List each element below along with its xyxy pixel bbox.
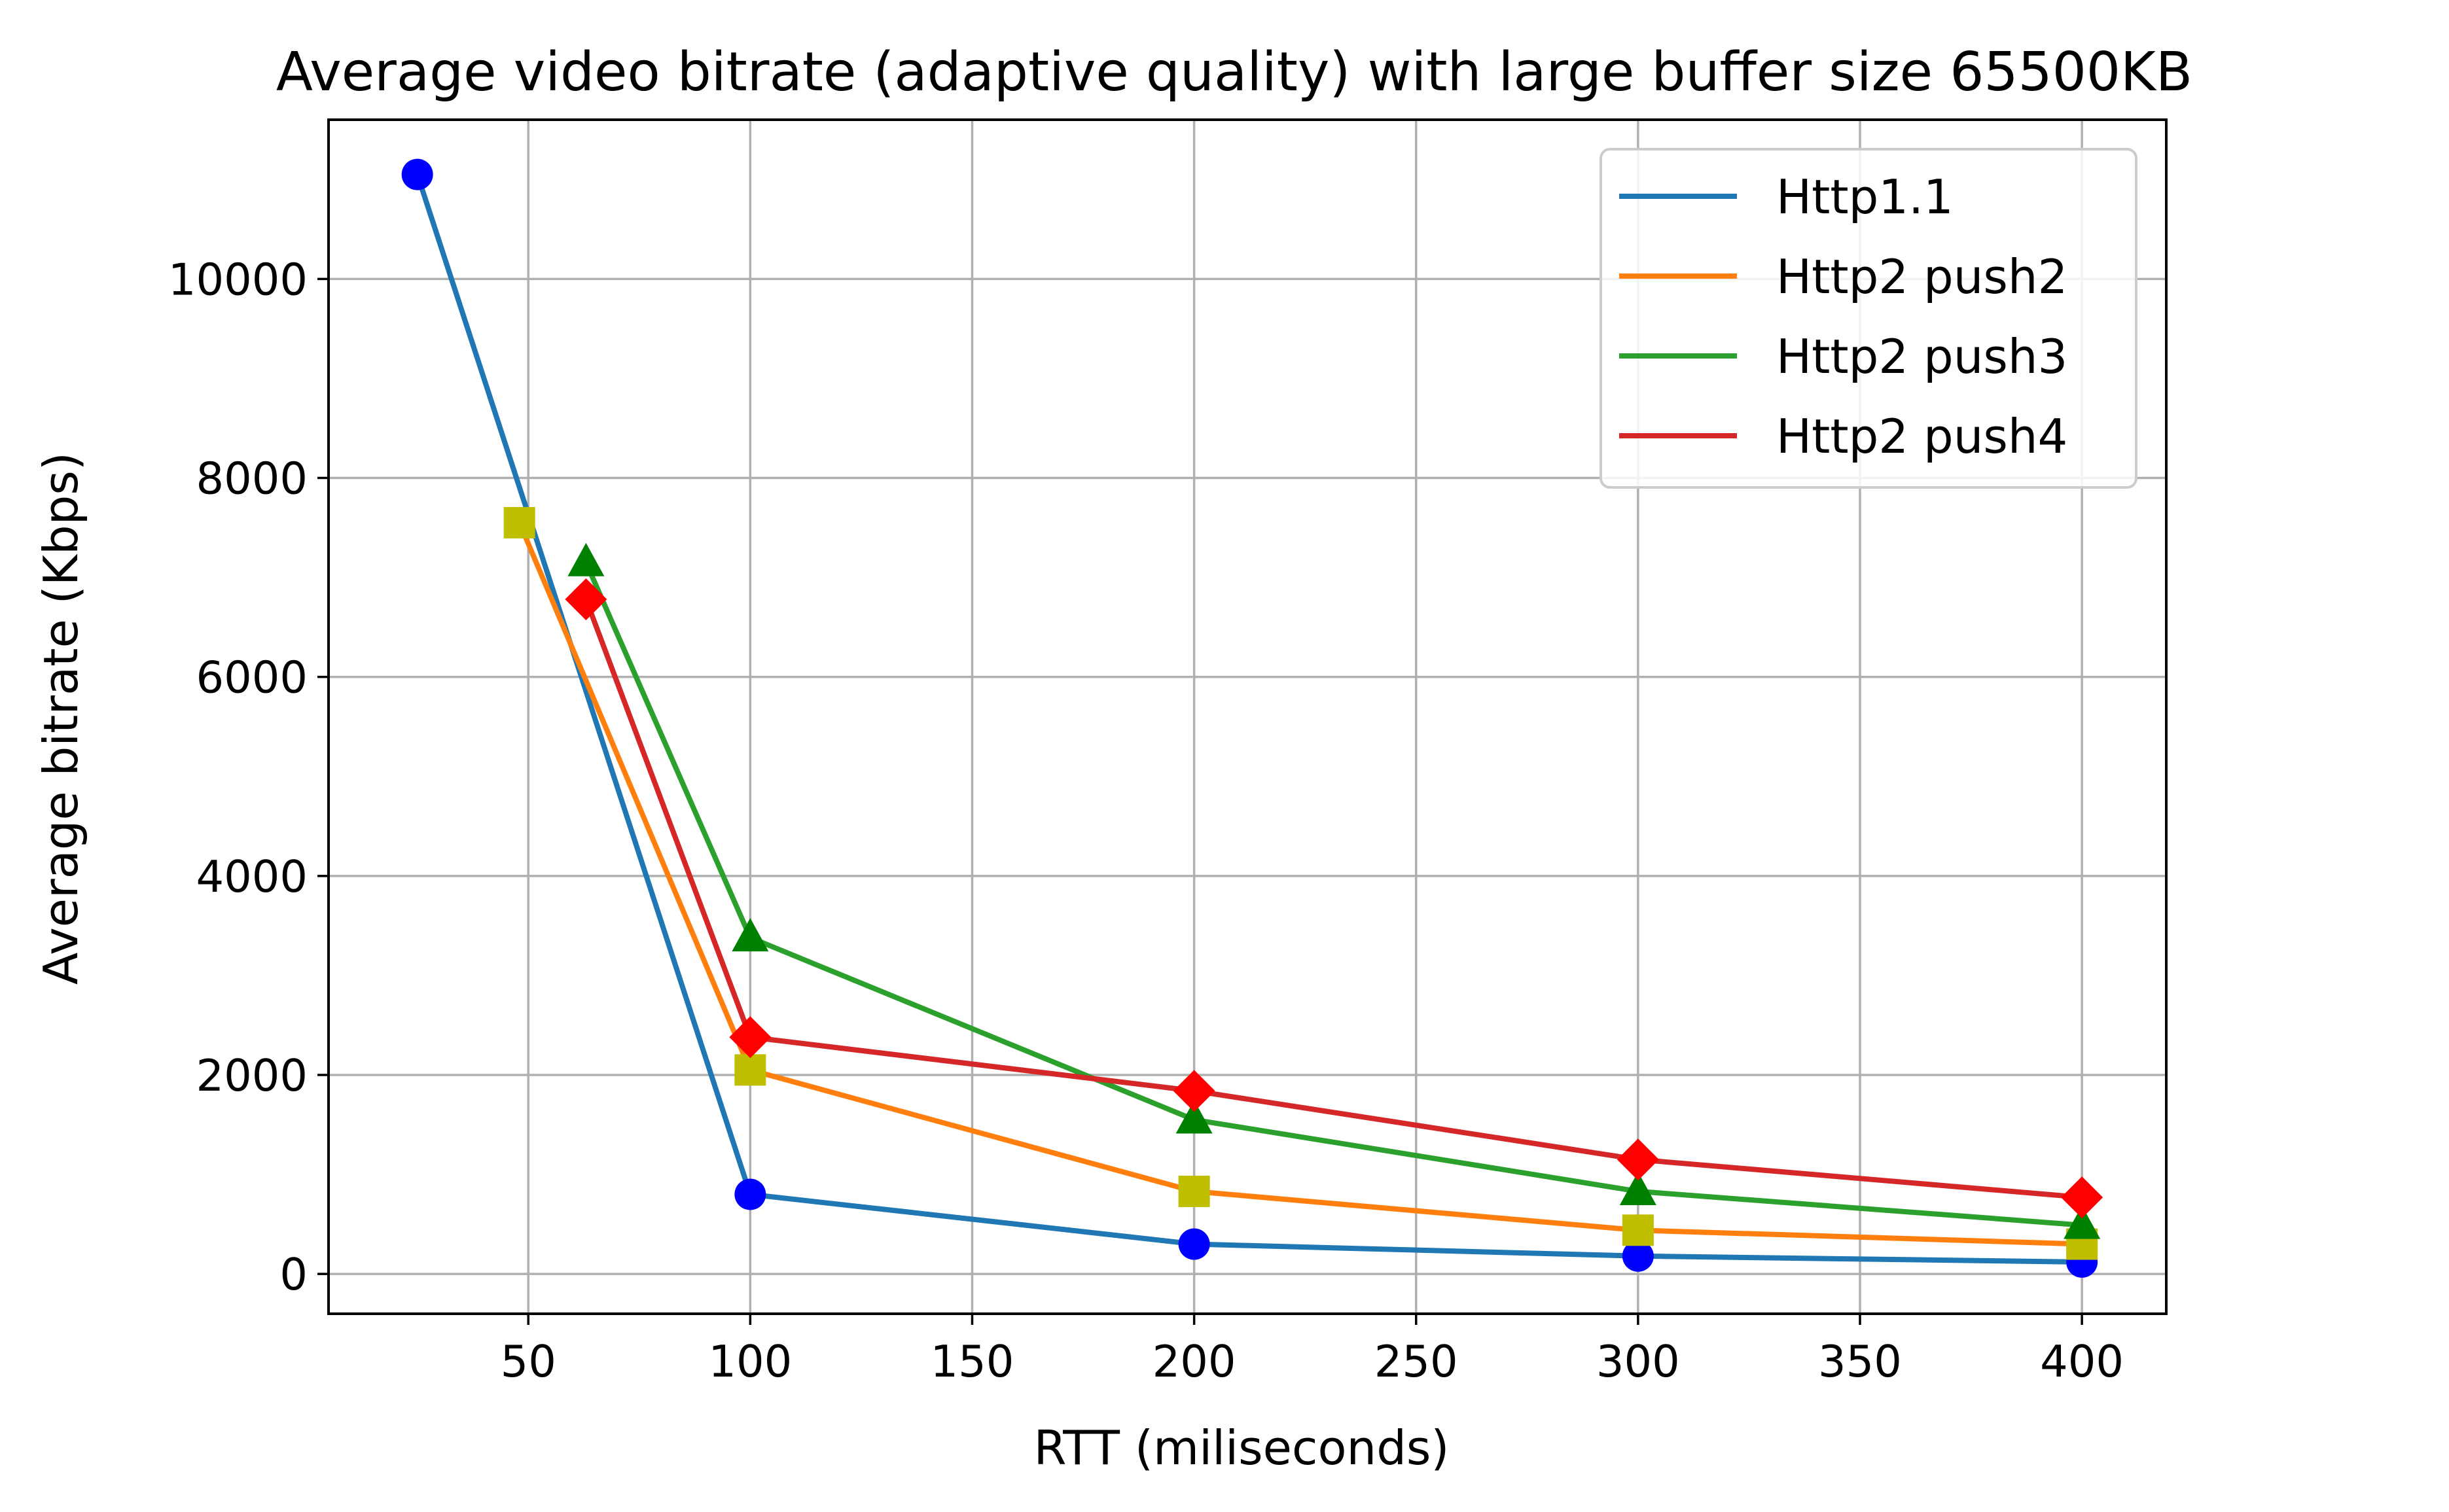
data-point-http2-push4 bbox=[729, 1016, 772, 1059]
x-tick-label: 250 bbox=[1374, 1336, 1458, 1387]
legend-label: Http2 push3 bbox=[1776, 329, 2067, 384]
x-tick-label: 300 bbox=[1596, 1336, 1680, 1387]
series-markers bbox=[401, 158, 2103, 1278]
data-point-http2-push3 bbox=[1619, 1171, 1656, 1205]
data-point-http2-push2 bbox=[503, 506, 535, 538]
x-axis-label: RTT (miliseconds) bbox=[1034, 1420, 1450, 1475]
y-tick-label: 6000 bbox=[196, 652, 308, 703]
plot-frame bbox=[327, 118, 2168, 1315]
y-tick-label: 10000 bbox=[168, 254, 308, 305]
data-point-http2-push4 bbox=[1617, 1138, 1659, 1181]
data-point-http2-push2 bbox=[1178, 1175, 1210, 1207]
chart-title: Average video bitrate (adaptive quality)… bbox=[276, 41, 2192, 103]
data-point-http2-push4 bbox=[565, 578, 607, 621]
data-point-http2-push4 bbox=[1173, 1070, 1215, 1112]
data-point-http1-1 bbox=[1178, 1228, 1210, 1260]
ticks: 50 100 150 200 250 300 350 40002000400060008000… bbox=[168, 254, 2124, 1387]
data-point-http2-push2 bbox=[1622, 1214, 1654, 1246]
data-point-http2-push3 bbox=[732, 918, 769, 952]
x-tick-label: 350 bbox=[1818, 1336, 1902, 1387]
legend-label: Http1.1 bbox=[1776, 169, 1954, 224]
y-tick-label: 4000 bbox=[196, 851, 308, 902]
x-tick-label: 150 bbox=[931, 1336, 1014, 1387]
x-tick-label: 400 bbox=[2040, 1336, 2124, 1387]
legend: Http1.1 Http2 push2 Http2 push3 Http2 push4 bbox=[1600, 148, 2137, 489]
data-point-http2-push3 bbox=[2064, 1205, 2101, 1239]
y-tick-label: 8000 bbox=[196, 453, 308, 504]
x-tick-label: 200 bbox=[1153, 1336, 1236, 1387]
data-point-http2-push3 bbox=[1175, 1100, 1213, 1134]
data-point-http1-1 bbox=[1622, 1240, 1654, 1272]
x-tick-label: 100 bbox=[708, 1336, 792, 1387]
data-point-http2-push4 bbox=[2061, 1176, 2103, 1219]
data-point-http1-1 bbox=[734, 1178, 766, 1210]
data-point-http2-push3 bbox=[567, 542, 605, 576]
y-axis-label: Average bitrate (Kbps) bbox=[33, 452, 88, 985]
data-point-http2-push2 bbox=[734, 1054, 766, 1086]
legend-label: Http2 push4 bbox=[1776, 409, 2067, 464]
x-tick-label: 50 bbox=[501, 1336, 556, 1387]
legend-box bbox=[1600, 148, 2137, 489]
y-tick-label: 0 bbox=[279, 1249, 308, 1300]
y-tick-label: 2000 bbox=[196, 1050, 308, 1101]
legend-label: Http2 push2 bbox=[1776, 249, 2067, 304]
data-point-http1-1 bbox=[401, 158, 433, 190]
